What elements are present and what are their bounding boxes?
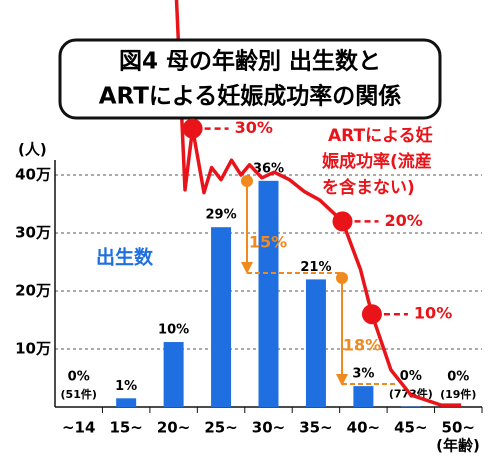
share-label: 1% bbox=[115, 379, 137, 394]
line-legend: ARTによる妊 bbox=[328, 125, 433, 146]
annotation-dot bbox=[336, 272, 348, 284]
share-label: 3% bbox=[352, 367, 374, 382]
x-tick-label: 25~ bbox=[204, 419, 237, 437]
title-box bbox=[58, 38, 442, 120]
rate-marker bbox=[332, 211, 353, 232]
line-legend: を含まない) bbox=[322, 177, 415, 198]
x-tick-label: 30~ bbox=[252, 419, 285, 437]
x-tick-label: 40~ bbox=[347, 419, 380, 437]
x-axis-label: (年齢) bbox=[436, 437, 480, 455]
annotation-label: 15% bbox=[249, 233, 287, 252]
y-tick-label: 40万 bbox=[15, 166, 51, 184]
share-label: 29% bbox=[205, 208, 236, 223]
marker-label: 10% bbox=[414, 304, 452, 323]
share-label: 0% bbox=[447, 369, 469, 384]
share-label: 21% bbox=[300, 260, 331, 275]
chart-title: ARTによる妊娠成功率の関係 bbox=[99, 83, 401, 110]
marker-label: 30% bbox=[235, 118, 273, 137]
line-legend: 娠成功率(流産 bbox=[322, 151, 432, 172]
marker-label: 20% bbox=[385, 211, 423, 230]
x-tick-label: 20~ bbox=[157, 419, 190, 437]
share-label: 0% bbox=[400, 369, 422, 384]
count-label: (51件) bbox=[61, 387, 97, 401]
bar bbox=[353, 386, 374, 407]
annotation-dot bbox=[241, 175, 253, 187]
rate-line bbox=[174, 0, 462, 407]
x-tick-label: 50~ bbox=[442, 419, 475, 437]
rate-marker bbox=[361, 304, 382, 325]
x-tick-label: 35~ bbox=[299, 419, 332, 437]
x-tick-label: ~14 bbox=[62, 419, 95, 437]
x-tick-label: 45~ bbox=[394, 419, 427, 437]
bar bbox=[116, 398, 137, 407]
share-label: 10% bbox=[158, 323, 189, 338]
share-label: 0% bbox=[68, 369, 90, 384]
drop-annotation bbox=[241, 175, 395, 386]
y-axis-label: (人) bbox=[18, 141, 47, 159]
bar-legend: 出生数 bbox=[96, 246, 154, 269]
annotation-label: 18% bbox=[343, 336, 381, 355]
bar bbox=[163, 342, 184, 407]
y-tick-label: 30万 bbox=[15, 224, 51, 242]
y-tick-label: 20万 bbox=[15, 282, 51, 300]
x-tick-label: 15~ bbox=[109, 419, 142, 437]
bar bbox=[211, 227, 232, 407]
bar bbox=[305, 279, 326, 407]
chart-title: 図4 母の年齢別 出生数と bbox=[119, 48, 381, 75]
bar bbox=[258, 180, 279, 407]
count-label: (19件) bbox=[440, 387, 476, 401]
rate-marker bbox=[182, 118, 203, 139]
y-tick-label: 10万 bbox=[15, 340, 51, 358]
